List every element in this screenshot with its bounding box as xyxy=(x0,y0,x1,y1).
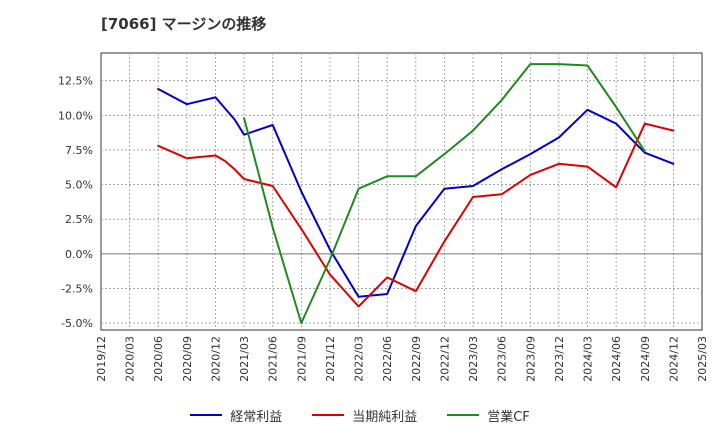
x-tick-label: 2020/12 xyxy=(209,336,222,382)
x-tick-label: 2023/06 xyxy=(496,336,509,382)
x-tick-label: 2020/03 xyxy=(124,336,137,382)
y-tick-label: 5.0% xyxy=(65,179,93,192)
x-tick-label: 2025/03 xyxy=(696,336,709,382)
legend-item-junrieki: 当期純利益 xyxy=(312,406,417,425)
x-tick-label: 2022/03 xyxy=(353,336,366,382)
x-tick-label: 2024/03 xyxy=(582,336,595,382)
legend-item-keijo: 経常利益 xyxy=(190,406,282,425)
legend-label-keijo: 経常利益 xyxy=(230,409,283,425)
series-line-1 xyxy=(157,122,675,308)
y-tick-label: -2.5% xyxy=(61,282,93,295)
x-tick-label: 2020/09 xyxy=(181,336,194,382)
x-tick-label: 2021/09 xyxy=(295,336,308,382)
x-tick-label: 2021/06 xyxy=(267,336,280,382)
x-tick-label: 2024/12 xyxy=(667,336,680,382)
x-tick-label: 2024/09 xyxy=(639,336,652,382)
legend-swatch-keijo xyxy=(190,414,223,416)
legend-label-eigyo-cf: 営業CF xyxy=(487,409,530,425)
chart-title: [7066] マージンの推移 xyxy=(101,15,267,33)
series-line-0 xyxy=(157,88,675,298)
x-tick-label: 2022/12 xyxy=(438,336,451,382)
x-tick-label: 2019/12 xyxy=(95,336,108,382)
x-tick-label: 2022/09 xyxy=(410,336,423,382)
x-tick-label: 2020/06 xyxy=(152,336,165,382)
legend-label-junrieki: 当期純利益 xyxy=(352,409,418,425)
y-tick-label: 0.0% xyxy=(65,248,93,261)
series-line-2 xyxy=(243,63,646,325)
y-tick-label: 2.5% xyxy=(65,213,93,226)
x-tick-label: 2023/09 xyxy=(524,336,537,382)
x-tick-label: 2023/03 xyxy=(467,336,480,382)
x-tick-label: 2024/06 xyxy=(610,336,623,382)
y-tick-label: 7.5% xyxy=(65,144,93,157)
chart-legend: 経常利益 当期純利益 営業CF xyxy=(0,400,720,430)
legend-swatch-eigyo-cf xyxy=(447,414,480,416)
legend-swatch-junrieki xyxy=(312,414,345,416)
x-tick-label: 2023/12 xyxy=(553,336,566,382)
x-tick-label: 2021/03 xyxy=(238,336,251,382)
y-tick-label: -5.0% xyxy=(61,317,93,330)
legend-item-eigyo-cf: 営業CF xyxy=(447,406,530,425)
y-tick-label: 10.0% xyxy=(58,109,93,122)
x-tick-label: 2022/06 xyxy=(381,336,394,382)
y-tick-label: 12.5% xyxy=(58,75,93,88)
x-tick-label: 2021/12 xyxy=(324,336,337,382)
